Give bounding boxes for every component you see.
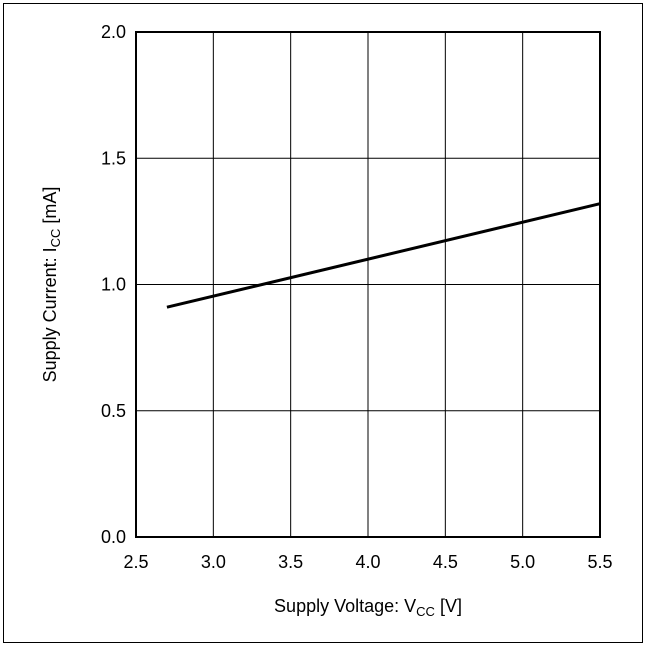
y-tick-label: 0.0	[101, 527, 126, 547]
x-tick-labels: 2.5 3.0 3.5 4.0 4.5 5.0 5.5	[123, 552, 612, 572]
y-tick-labels: 0.0 0.5 1.0 1.5 2.0	[101, 22, 126, 547]
y-tick-label: 1.0	[101, 275, 126, 295]
y-tick-label: 1.5	[101, 148, 126, 168]
series-layer	[166, 202, 601, 309]
x-axis-label: Supply Voltage: VCC [V]	[274, 596, 462, 619]
y-axis-label: Supply Current: ICC [mA]	[40, 187, 63, 383]
x-tick-label: 4.0	[355, 552, 380, 572]
y-tick-label: 2.0	[101, 22, 126, 42]
x-tick-label: 4.5	[433, 552, 458, 572]
x-tick-label: 2.5	[123, 552, 148, 572]
y-tick-label: 0.5	[101, 401, 126, 421]
x-tick-label: 3.0	[201, 552, 226, 572]
plot-area-border	[135, 31, 601, 538]
series-line	[166, 202, 601, 309]
x-tick-label: 5.0	[510, 552, 535, 572]
x-tick-label: 5.5	[587, 552, 612, 572]
x-tick-label: 3.5	[278, 552, 303, 572]
grid	[135, 31, 601, 538]
